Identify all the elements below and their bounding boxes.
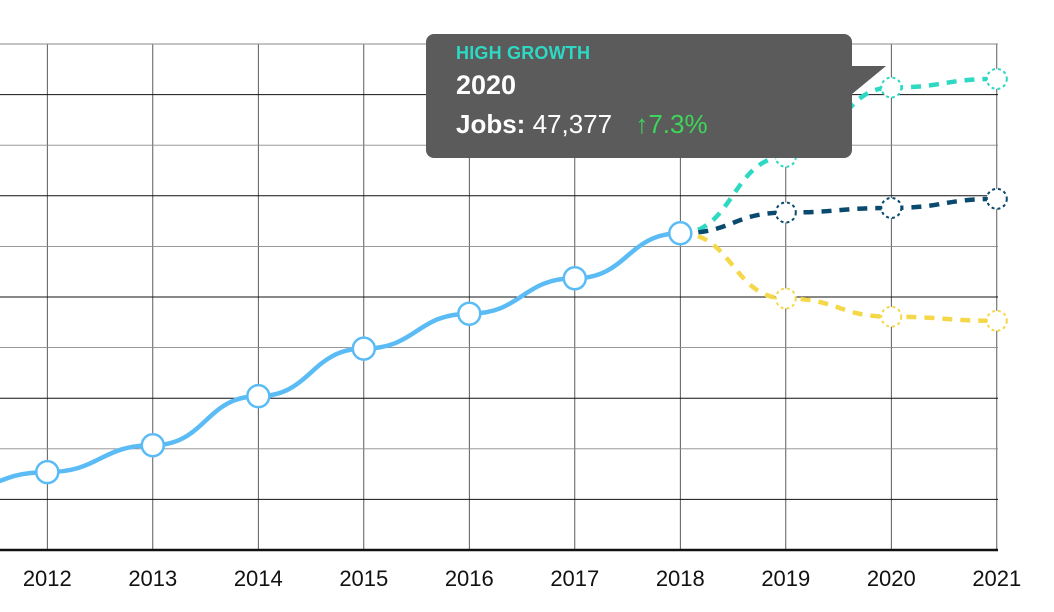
data-point-low[interactable] (985, 309, 1008, 332)
x-tick-label: 2015 (339, 566, 388, 591)
up-arrow-icon: ↑ (635, 109, 649, 139)
data-point-historical[interactable] (246, 383, 271, 409)
series-points (35, 67, 1008, 485)
x-tick-label: 2012 (23, 566, 72, 591)
x-tick-label: 2013 (128, 566, 177, 591)
x-tick-label: 2014 (234, 566, 283, 591)
data-point-medium[interactable] (880, 196, 903, 219)
tooltip-year: 2020 (456, 70, 517, 100)
data-point-high-growth[interactable] (985, 67, 1008, 90)
tooltip-jobs-value: 47,377 (532, 109, 613, 139)
x-tick-label: 2021 (972, 566, 1021, 591)
data-point-medium[interactable] (985, 187, 1008, 210)
data-point-historical[interactable] (668, 220, 693, 246)
x-tick-label: 2017 (550, 566, 599, 591)
data-point-low[interactable] (880, 305, 903, 328)
x-axis-ticks: 2012 2013 2014 2015 2016 2017 2018 2019 2020 2021 (23, 566, 1021, 591)
data-point-historical[interactable] (35, 459, 60, 485)
data-point-historical[interactable] (140, 433, 166, 458)
tooltip-jobs-row: Jobs: 47,377 ↑7.3% (456, 109, 852, 140)
data-point-historical[interactable] (351, 336, 377, 361)
tooltip-jobs-label: Jobs: (456, 109, 526, 139)
tooltip-series-name: HIGH GROWTH (456, 43, 591, 63)
tooltip-change-value: 7.3% (648, 109, 708, 139)
x-tick-label: 2019 (761, 566, 810, 591)
x-tick-label: 2018 (656, 566, 705, 591)
x-tick-label: 2020 (867, 566, 916, 591)
data-point-low[interactable] (774, 287, 797, 310)
data-point-historical[interactable] (457, 301, 482, 326)
x-tick-label: 2016 (445, 566, 494, 591)
series-line-low (680, 230, 997, 324)
tooltip-tail (852, 66, 886, 94)
data-point-medium[interactable] (774, 201, 797, 224)
tooltip: HIGH GROWTH 2020 Jobs: 47,377 ↑7.3% (426, 34, 886, 158)
data-point-historical[interactable] (562, 266, 588, 291)
